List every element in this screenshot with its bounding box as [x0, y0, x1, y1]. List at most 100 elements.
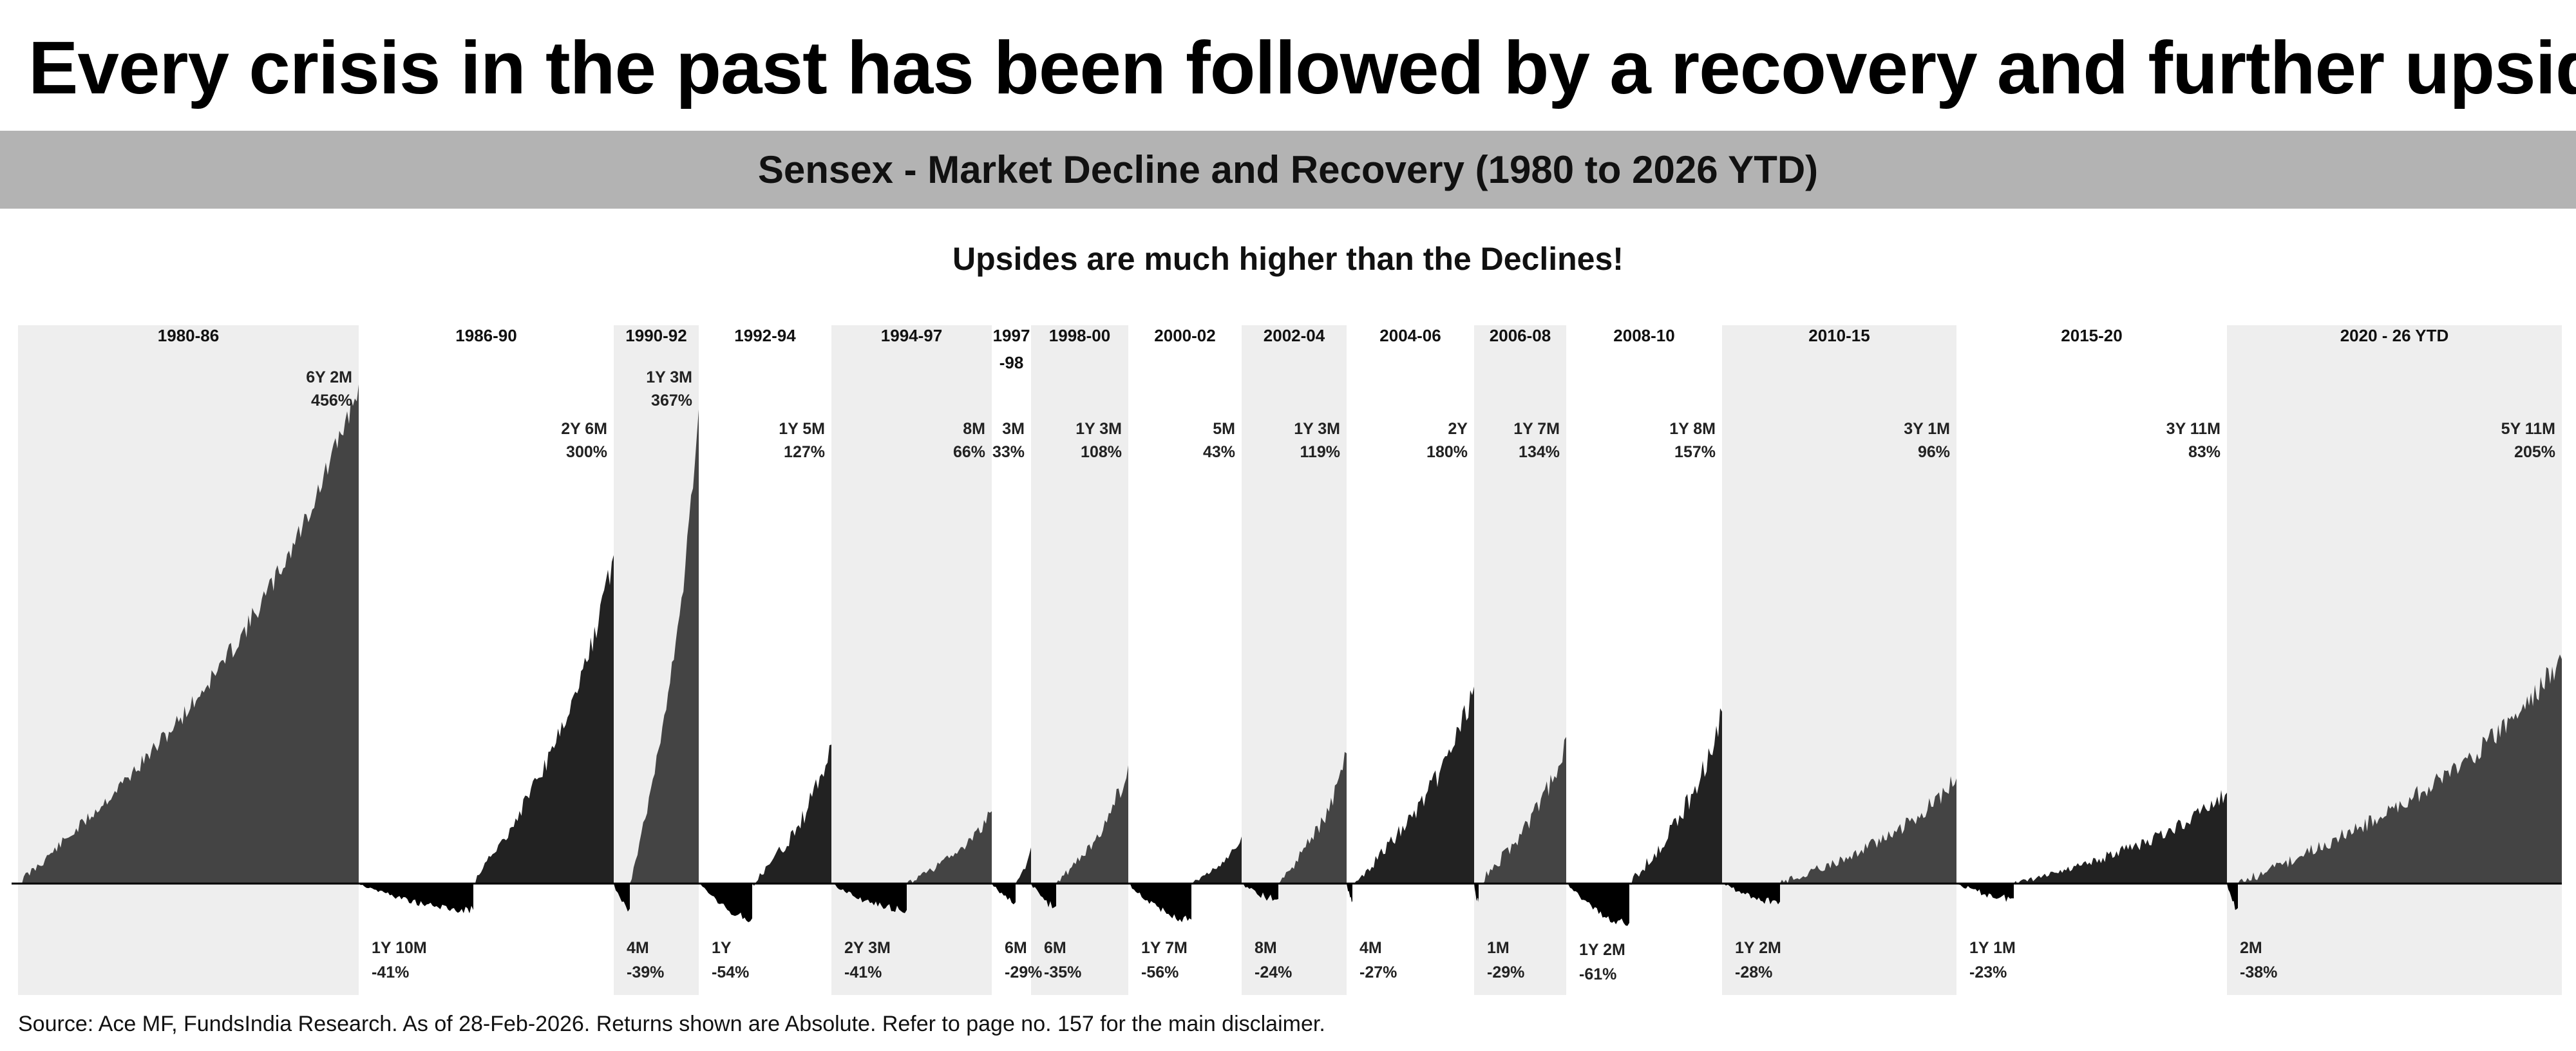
period-label-4: 1994-97 [881, 326, 942, 345]
rally-duration-6: 1Y 3M [1075, 420, 1122, 438]
decline-area-5 [992, 884, 1016, 905]
rally-duration-14: 5Y 11M [2501, 420, 2555, 438]
rally-duration-9: 2Y [1448, 420, 1468, 438]
decline-area-3 [699, 884, 752, 922]
rally-return-0: 456% [311, 392, 352, 410]
decline-return-2: -39% [627, 963, 664, 981]
period-label-10: 2006-08 [1490, 326, 1551, 345]
decline-area-7 [1128, 884, 1191, 923]
market-cycle-chart: 1980-86 6Y 2M 456% 1986-90 2Y 6M 300% 1Y 10M -4… [12, 325, 2562, 995]
period-label-0: 1980-86 [158, 326, 219, 345]
rally-duration-7: 5M [1213, 420, 1235, 438]
rally-area-13 [2014, 790, 2227, 885]
decline-return-1: -41% [372, 963, 409, 981]
rally-duration-10: 1Y 7M [1513, 420, 1560, 438]
rally-return-4: 66% [953, 443, 985, 461]
decline-return-9: -27% [1359, 963, 1397, 981]
decline-return-13: -23% [1969, 963, 2007, 981]
decline-duration-2: 4M [627, 939, 649, 957]
decline-return-7: -56% [1141, 963, 1179, 981]
period-label-3: 1992-94 [734, 326, 796, 345]
period-label-line2-5: -98 [999, 353, 1024, 372]
decline-duration-11: 1Y 2M [1579, 941, 1625, 959]
rally-return-12: 96% [1918, 443, 1950, 461]
decline-return-10: -29% [1487, 963, 1524, 981]
rally-area-7 [1191, 836, 1242, 884]
rally-return-10: 134% [1519, 443, 1560, 461]
chart-title-band [0, 131, 2576, 209]
rally-area-1 [473, 555, 614, 884]
rally-area-14 [2238, 654, 2562, 884]
period-label-6: 1998-00 [1049, 326, 1110, 345]
rally-area-11 [1629, 708, 1722, 885]
rally-duration-3: 1Y 5M [779, 420, 825, 438]
rally-duration-12: 3Y 1M [1904, 420, 1950, 438]
decline-duration-3: 1Y [712, 939, 732, 957]
decline-duration-6: 6M [1044, 939, 1066, 957]
decline-duration-7: 1Y 7M [1141, 939, 1188, 957]
period-label-13: 2015-20 [2061, 326, 2122, 345]
decline-return-5: -29% [1005, 963, 1042, 981]
chart-title: Sensex - Market Decline and Recovery (19… [757, 148, 1819, 191]
decline-area-13 [1956, 884, 2014, 902]
decline-area-14 [2227, 884, 2238, 910]
decline-return-4: -41% [844, 963, 882, 981]
rally-area-12 [1780, 776, 1956, 884]
decline-return-14: -38% [2240, 963, 2277, 981]
rally-return-2: 367% [651, 392, 692, 410]
rally-area-6 [1056, 765, 1128, 884]
rally-return-6: 108% [1081, 443, 1122, 461]
chart-label-layer: 1980-86 6Y 2M 456% 1986-90 2Y 6M 300% 1Y 10M -4… [158, 326, 2555, 983]
decline-area-8 [1242, 884, 1278, 901]
rally-duration-4: 8M [963, 420, 985, 438]
tagline: Upsides are much higher than the Decline… [952, 241, 1624, 277]
decline-area-10 [1474, 884, 1479, 902]
decline-area-1 [359, 884, 473, 914]
rally-area-9 [1352, 686, 1474, 884]
decline-area-9 [1347, 884, 1352, 903]
rally-return-7: 43% [1203, 443, 1235, 461]
area-series-layer [18, 384, 2562, 926]
rally-duration-0: 6Y 2M [306, 368, 352, 386]
period-label-2: 1990-92 [625, 326, 687, 345]
decline-area-4 [831, 884, 907, 913]
decline-duration-1: 1Y 10M [372, 939, 427, 957]
rally-area-0 [18, 384, 359, 884]
decline-area-12 [1722, 884, 1780, 905]
rally-area-2 [630, 409, 699, 884]
rally-area-10 [1479, 737, 1566, 884]
period-label-11: 2008-10 [1613, 326, 1674, 345]
rally-return-9: 180% [1426, 443, 1468, 461]
rally-area-3 [752, 744, 831, 886]
decline-duration-13: 1Y 1M [1969, 939, 2016, 957]
decline-return-8: -24% [1255, 963, 1292, 981]
period-label-8: 2002-04 [1264, 326, 1325, 345]
decline-return-3: -54% [712, 963, 749, 981]
rally-return-14: 205% [2514, 443, 2555, 461]
period-label-14: 2020 - 26 YTD [2340, 326, 2449, 345]
rally-return-1: 300% [566, 443, 607, 461]
rally-duration-13: 3Y 11M [2166, 420, 2221, 438]
decline-area-2 [614, 884, 630, 912]
decline-duration-10: 1M [1487, 939, 1510, 957]
decline-duration-5: 6M [1005, 939, 1027, 957]
decline-return-6: -35% [1044, 963, 1081, 981]
rally-return-5: 33% [992, 443, 1025, 461]
period-label-7: 2000-02 [1154, 326, 1215, 345]
period-label-5: 1997 [993, 326, 1030, 345]
rally-duration-1: 2Y 6M [561, 420, 607, 438]
rally-return-8: 119% [1300, 443, 1340, 461]
rally-return-13: 83% [2188, 443, 2221, 461]
rally-return-3: 127% [784, 443, 825, 461]
period-label-9: 2004-06 [1379, 326, 1441, 345]
rally-duration-5: 3M [1002, 420, 1025, 438]
decline-duration-14: 2M [2240, 939, 2262, 957]
rally-duration-8: 1Y 3M [1294, 420, 1340, 438]
decline-return-12: -28% [1735, 963, 1772, 981]
rally-duration-11: 1Y 8M [1669, 420, 1716, 438]
period-label-1: 1986-90 [455, 326, 516, 345]
rally-area-5 [1016, 847, 1031, 884]
rally-return-11: 157% [1674, 443, 1716, 461]
source-note: Source: Ace MF, FundsIndia Research. As … [18, 1012, 1325, 1036]
period-label-12: 2010-15 [1808, 326, 1870, 345]
